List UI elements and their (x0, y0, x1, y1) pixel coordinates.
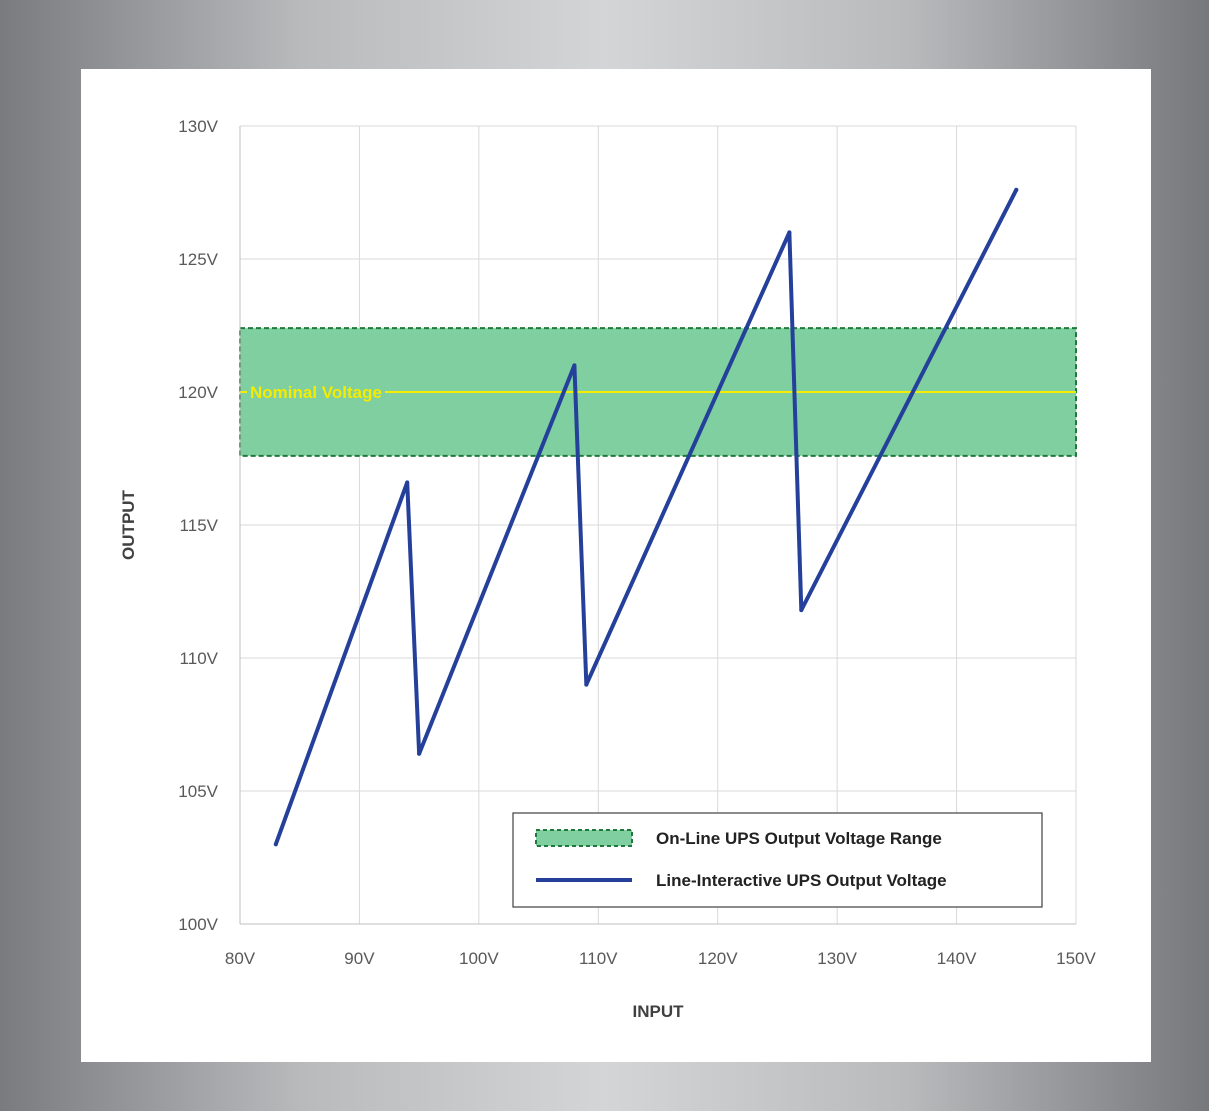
legend-label-band: On-Line UPS Output Voltage Range (656, 829, 942, 848)
series-point (572, 363, 577, 368)
y-tick-label: 130V (178, 117, 218, 136)
x-tick-label: 90V (344, 949, 375, 968)
x-axis-title: INPUT (633, 1002, 685, 1021)
y-tick-label: 125V (178, 250, 218, 269)
x-tick-label: 140V (937, 949, 977, 968)
legend-label-line: Line-Interactive UPS Output Voltage (656, 871, 947, 890)
legend-swatch-band (535, 829, 633, 847)
y-axis-title: OUTPUT (119, 489, 138, 560)
series-point (799, 608, 804, 613)
legend-box (512, 812, 1043, 908)
series-point (1014, 187, 1019, 192)
legend: On-Line UPS Output Voltage Range Line-In… (512, 812, 1043, 908)
chart-frame: Nominal Voltage 100V 105V 110V 115V 120V 125V… (8, 6, 1201, 1105)
y-tick-label: 115V (180, 516, 219, 535)
x-tick-label: 150V (1056, 949, 1096, 968)
x-tick-label: 80V (225, 949, 256, 968)
chart-svg: Nominal Voltage 100V 105V 110V 115V 120V 125V… (119, 117, 1097, 1021)
nominal-voltage-label-bg (247, 383, 385, 402)
x-tick-label: 110V (579, 949, 618, 968)
y-tick-label: 105V (178, 782, 218, 801)
x-tick-label: 100V (459, 949, 499, 968)
series-point (405, 480, 410, 485)
nominal-voltage-label: Nominal Voltage (250, 383, 382, 402)
y-tick-label: 100V (178, 915, 218, 934)
series-point (273, 842, 278, 847)
series-points (273, 187, 1019, 847)
series-point (787, 230, 792, 235)
chart-card: Nominal Voltage 100V 105V 110V 115V 120V 125V… (81, 69, 1151, 1062)
y-tick-labels: 100V 105V 110V 115V 120V 125V 130V (178, 117, 218, 934)
x-tick-labels: 80V 90V 100V 110V 120V 130V 140V 150V (225, 949, 1097, 968)
series-point (584, 682, 589, 687)
plot-border (239, 126, 1076, 925)
y-tick-label: 110V (180, 649, 219, 668)
x-tick-label: 120V (698, 949, 738, 968)
y-tick-label: 120V (178, 383, 218, 402)
x-tick-label: 130V (817, 949, 857, 968)
series-point (417, 751, 422, 756)
line-interactive-output-line (273, 187, 1019, 847)
